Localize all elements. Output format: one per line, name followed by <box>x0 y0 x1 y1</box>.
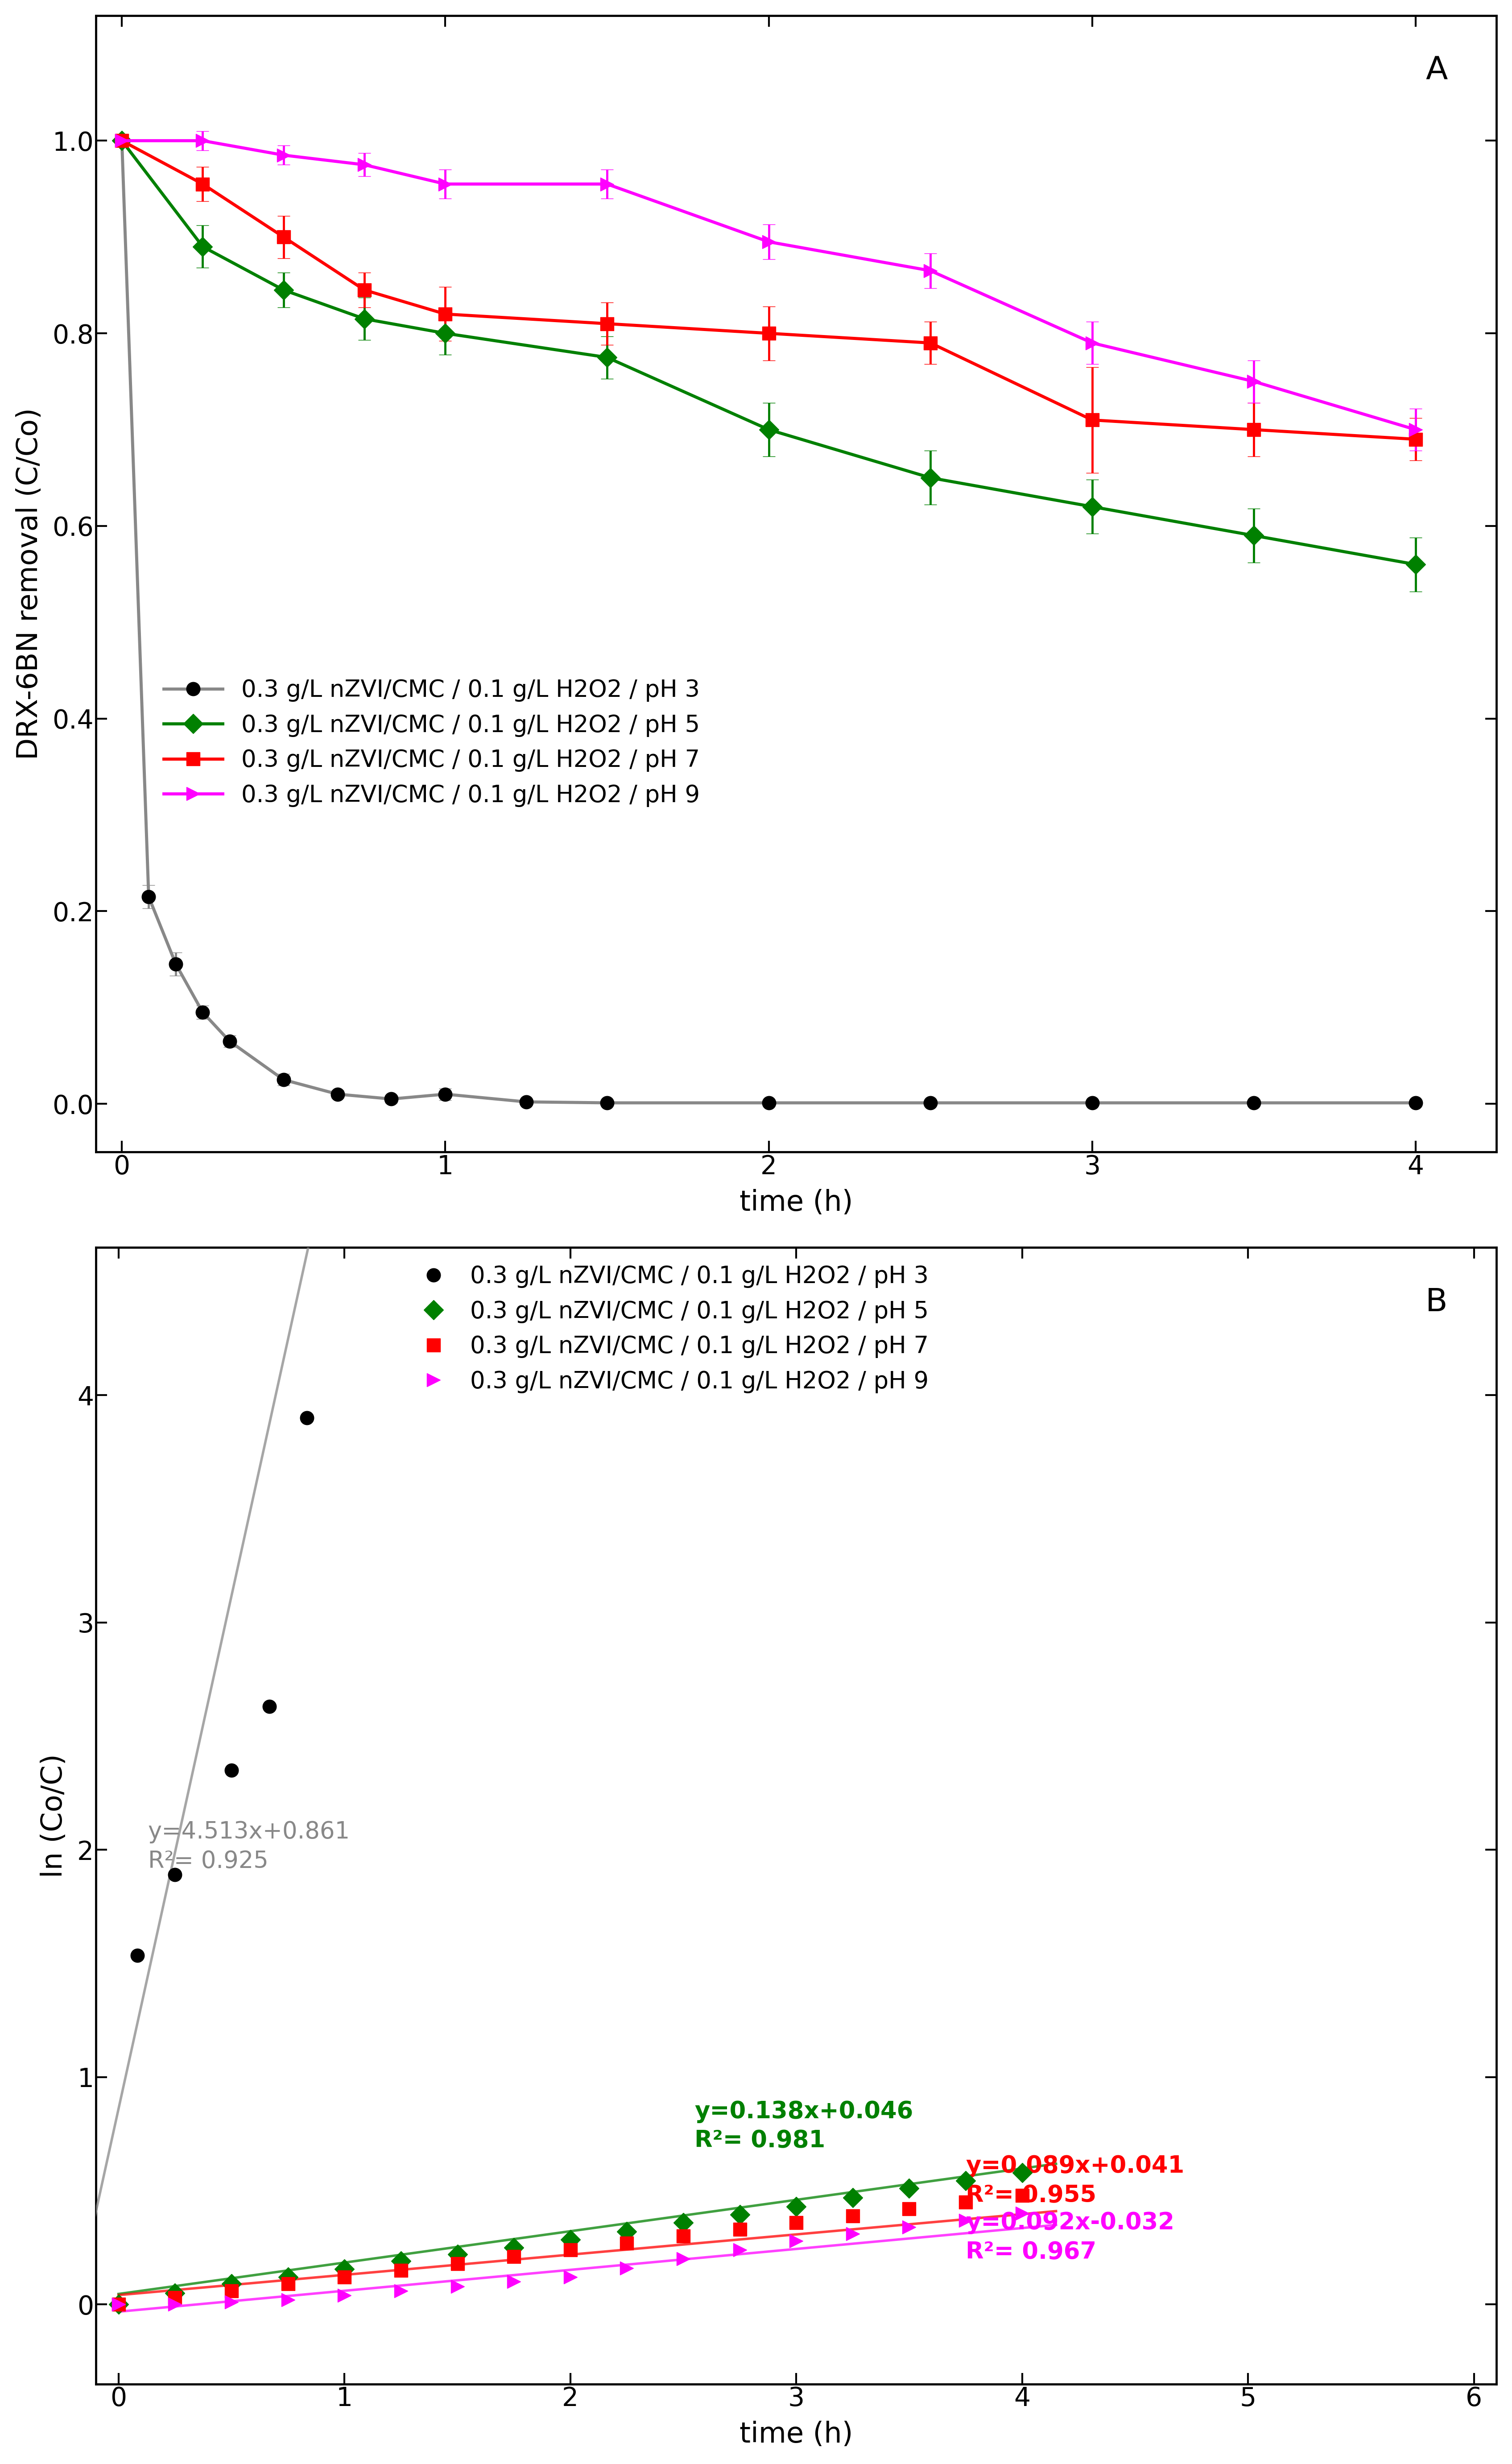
Text: A: A <box>1426 54 1447 86</box>
Text: R²= 0.925: R²= 0.925 <box>148 1850 268 1873</box>
X-axis label: time (h): time (h) <box>739 2420 853 2449</box>
X-axis label: time (h): time (h) <box>739 1188 853 1217</box>
Text: R²= 0.967: R²= 0.967 <box>966 2240 1096 2264</box>
Legend: 0.3 g/L nZVI/CMC / 0.1 g/L H2O2 / pH 3, 0.3 g/L nZVI/CMC / 0.1 g/L H2O2 / pH 5, : 0.3 g/L nZVI/CMC / 0.1 g/L H2O2 / pH 3, … <box>416 1264 928 1392</box>
Text: R²= 0.955: R²= 0.955 <box>966 2183 1096 2208</box>
Text: y=4.513x+0.861: y=4.513x+0.861 <box>148 1821 349 1843</box>
Y-axis label: DRX-6BN removal (C/Co): DRX-6BN removal (C/Co) <box>15 407 44 759</box>
Text: y=0.138x+0.046: y=0.138x+0.046 <box>694 2099 913 2124</box>
Text: y=0.089x+0.041: y=0.089x+0.041 <box>966 2154 1184 2178</box>
Text: y=0.092x-0.032: y=0.092x-0.032 <box>966 2210 1175 2235</box>
Text: R²= 0.981: R²= 0.981 <box>694 2129 826 2154</box>
Text: B: B <box>1426 1286 1447 1318</box>
Y-axis label: ln (Co/C): ln (Co/C) <box>41 1754 68 1878</box>
Legend: 0.3 g/L nZVI/CMC / 0.1 g/L H2O2 / pH 3, 0.3 g/L nZVI/CMC / 0.1 g/L H2O2 / pH 5, : 0.3 g/L nZVI/CMC / 0.1 g/L H2O2 / pH 3, … <box>163 678 700 806</box>
